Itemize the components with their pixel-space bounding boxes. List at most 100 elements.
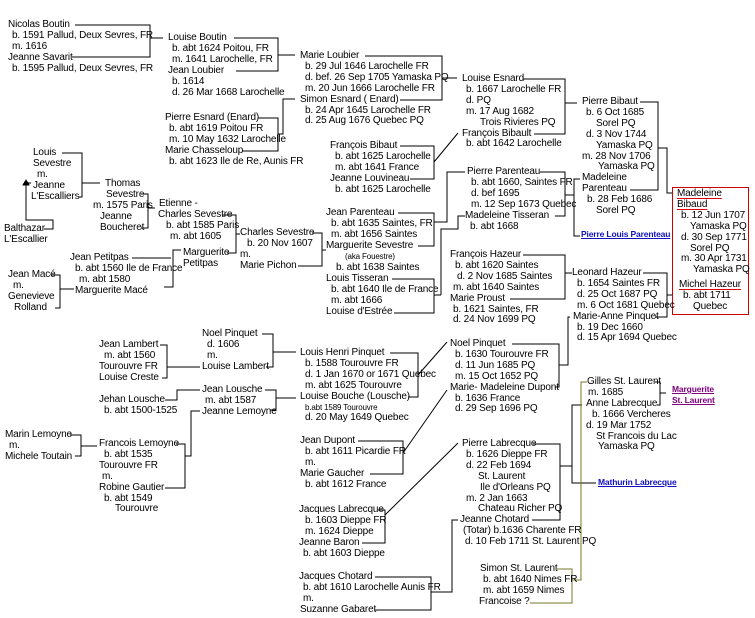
connector: [398, 171, 465, 247]
person-name: Noel Pinquet: [450, 338, 506, 349]
person-detail: d. 1 Jan 1670 or 1671 Quebec: [305, 368, 436, 380]
person-detail: d. 11 Jun 1685 PQ: [455, 359, 536, 371]
person-name: Francois Lemoyne: [99, 438, 179, 449]
person-detail: Louise Bouche (Lousche): [300, 390, 410, 402]
person-name: Pierre Bibaut: [582, 96, 638, 107]
person-name: Jean Parenteau: [326, 207, 395, 218]
person-detail: Yamaska PQ: [596, 139, 653, 151]
person-detail: b. abt 1612 France: [305, 478, 387, 490]
link-mathurin-labrecque[interactable]: Mathurin Labrecque: [598, 477, 677, 487]
person-detail: Yamaska PQ: [598, 161, 655, 173]
person-detail: Madeleine: [582, 172, 627, 184]
person-detail: b. 28 Feb 1686: [587, 194, 653, 206]
connector: [222, 214, 240, 254]
person-detail: m. 1641 Larochelle, FR: [172, 53, 273, 65]
person-name: Simon St. Laurent: [480, 563, 558, 574]
person-detail: Michel Hazeur: [679, 279, 741, 291]
person-detail: m. 6 Oct 1681 Quebec: [577, 299, 675, 311]
link-marguerite-st-laurent[interactable]: Marguerite: [672, 384, 714, 394]
person-detail: m. abt 1640 Saintes: [453, 281, 540, 293]
person-name: Gilles St. Laurent: [587, 376, 662, 387]
person-name: Marie Loubier: [300, 50, 360, 61]
person-detail: m. 1624 Dieppe: [305, 525, 374, 537]
person-detail: m. 28 Nov 1706: [582, 150, 651, 162]
person-name: François Hazeur: [450, 249, 522, 260]
person-detail: b. abt 1660, Saintes FR: [471, 176, 573, 188]
connector: [185, 389, 277, 457]
connector: [512, 343, 560, 388]
connector: [234, 37, 295, 72]
person-name: Thomas: [105, 178, 141, 189]
person-detail: Suzanne Gabaret: [300, 603, 377, 615]
person-detail: L'Escalliers: [31, 190, 80, 202]
link-marguerite-st-laurent-2[interactable]: St. Laurent: [672, 395, 715, 405]
person-name: Louis: [33, 147, 57, 158]
person-detail: Yamaska PQ: [690, 220, 747, 232]
person-detail: b. 1630 Tourouvre FR: [455, 348, 549, 360]
person-detail: m. abt 1666: [331, 294, 383, 306]
person-detail: m. abt 1587: [205, 394, 257, 406]
connector: [62, 152, 100, 198]
connector: [532, 404, 596, 521]
person-name: Noel Pinquet: [202, 328, 258, 339]
person-detail: b. 20 Nov 1607: [247, 237, 313, 249]
person-detail: Parenteau: [582, 183, 627, 195]
person-detail: Jeanne Louvineau: [330, 172, 410, 184]
arrow-head: [22, 179, 30, 186]
connector: [433, 132, 459, 163]
link-pierre-louis-parenteau[interactable]: Pierre Louis Parenteau: [581, 229, 671, 239]
connector: [392, 215, 465, 314]
person-detail: Yamaska PQ: [598, 441, 655, 453]
person-detail: b. 12 Jun 1707: [681, 209, 746, 221]
connector: [365, 55, 457, 101]
person-name: Marguerite: [183, 247, 230, 258]
person-detail: Marie Pichon: [240, 259, 297, 271]
person-detail: St Francois du Lac: [596, 430, 677, 442]
person-detail: b. 1588 Tourouvre FR: [305, 357, 399, 369]
person-detail: b. 1626 Dieppe FR: [466, 448, 548, 460]
person-detail: m. 10 May 1632 Larochelle: [169, 133, 286, 145]
person-detail: b. 1614: [172, 75, 205, 87]
person-detail: Marie- Madeleine Dupont: [450, 381, 559, 393]
focus-person-box: [672, 187, 749, 315]
person-detail: d. 26 Mar 1668 Larochelle: [172, 86, 285, 98]
connector: [165, 389, 200, 401]
person-detail: m. abt 1659 Nimes: [483, 584, 565, 596]
person-detail: b. 1603 Dieppe FR: [305, 514, 387, 526]
person-detail: Marie Proust: [450, 292, 505, 304]
person-detail: m.: [240, 248, 251, 260]
person-detail: Sevestre: [33, 157, 72, 169]
person-detail: Jeanne Lemoyne: [202, 405, 277, 417]
person-detail: Chateau Richer PQ: [478, 503, 563, 515]
person-detail: Marie Gaucher: [300, 467, 365, 479]
person-detail: d. bef 1695: [471, 187, 520, 199]
person-detail: b. 1654 Saintes FR: [577, 277, 660, 289]
person-detail: Robine Gautier: [99, 481, 165, 493]
person-detail: Louise Creste: [99, 371, 159, 383]
person-detail: Ile d'Orleans PQ: [480, 481, 551, 493]
connector: [51, 274, 74, 309]
person-detail: d. 24 Nov 1699 PQ: [453, 314, 536, 326]
person-name: Pierre Parenteau: [467, 166, 541, 177]
person-detail: b. 1636 France: [455, 392, 521, 404]
person-detail: b. abt 1619 Poitou FR: [169, 122, 264, 134]
person-detail: b. 1621 Saintes, FR: [453, 303, 539, 315]
person-detail: d. 10 Feb 1711 St. Laurent PQ: [465, 536, 597, 548]
person-detail: Louise d'Estrée: [326, 305, 393, 317]
person-name: Louise Esnard: [462, 73, 524, 84]
person-detail: Quebec: [693, 301, 728, 312]
person-detail: Tourouvre FR: [99, 360, 158, 372]
connector: [510, 254, 572, 300]
person-detail: Sorel PQ: [596, 117, 636, 129]
person-detail: L'Escallier: [4, 233, 48, 245]
person-detail: d. bef. 26 Sep 1705 Yamaska PQ: [305, 71, 449, 83]
person-detail: b. abt 1624 Poitou, FR: [172, 42, 269, 54]
person-detail: Marguerite Macé: [75, 284, 148, 296]
person-name: Louise Boutin: [168, 32, 227, 43]
person-detail: Tourouvre: [115, 503, 159, 515]
person-detail: b. abt 1638 Saintes: [336, 261, 420, 273]
person-name: Marin Lemoyne: [5, 429, 72, 440]
person-detail: m.: [207, 349, 218, 361]
person-detail: (aka Fouestre): [345, 251, 395, 261]
